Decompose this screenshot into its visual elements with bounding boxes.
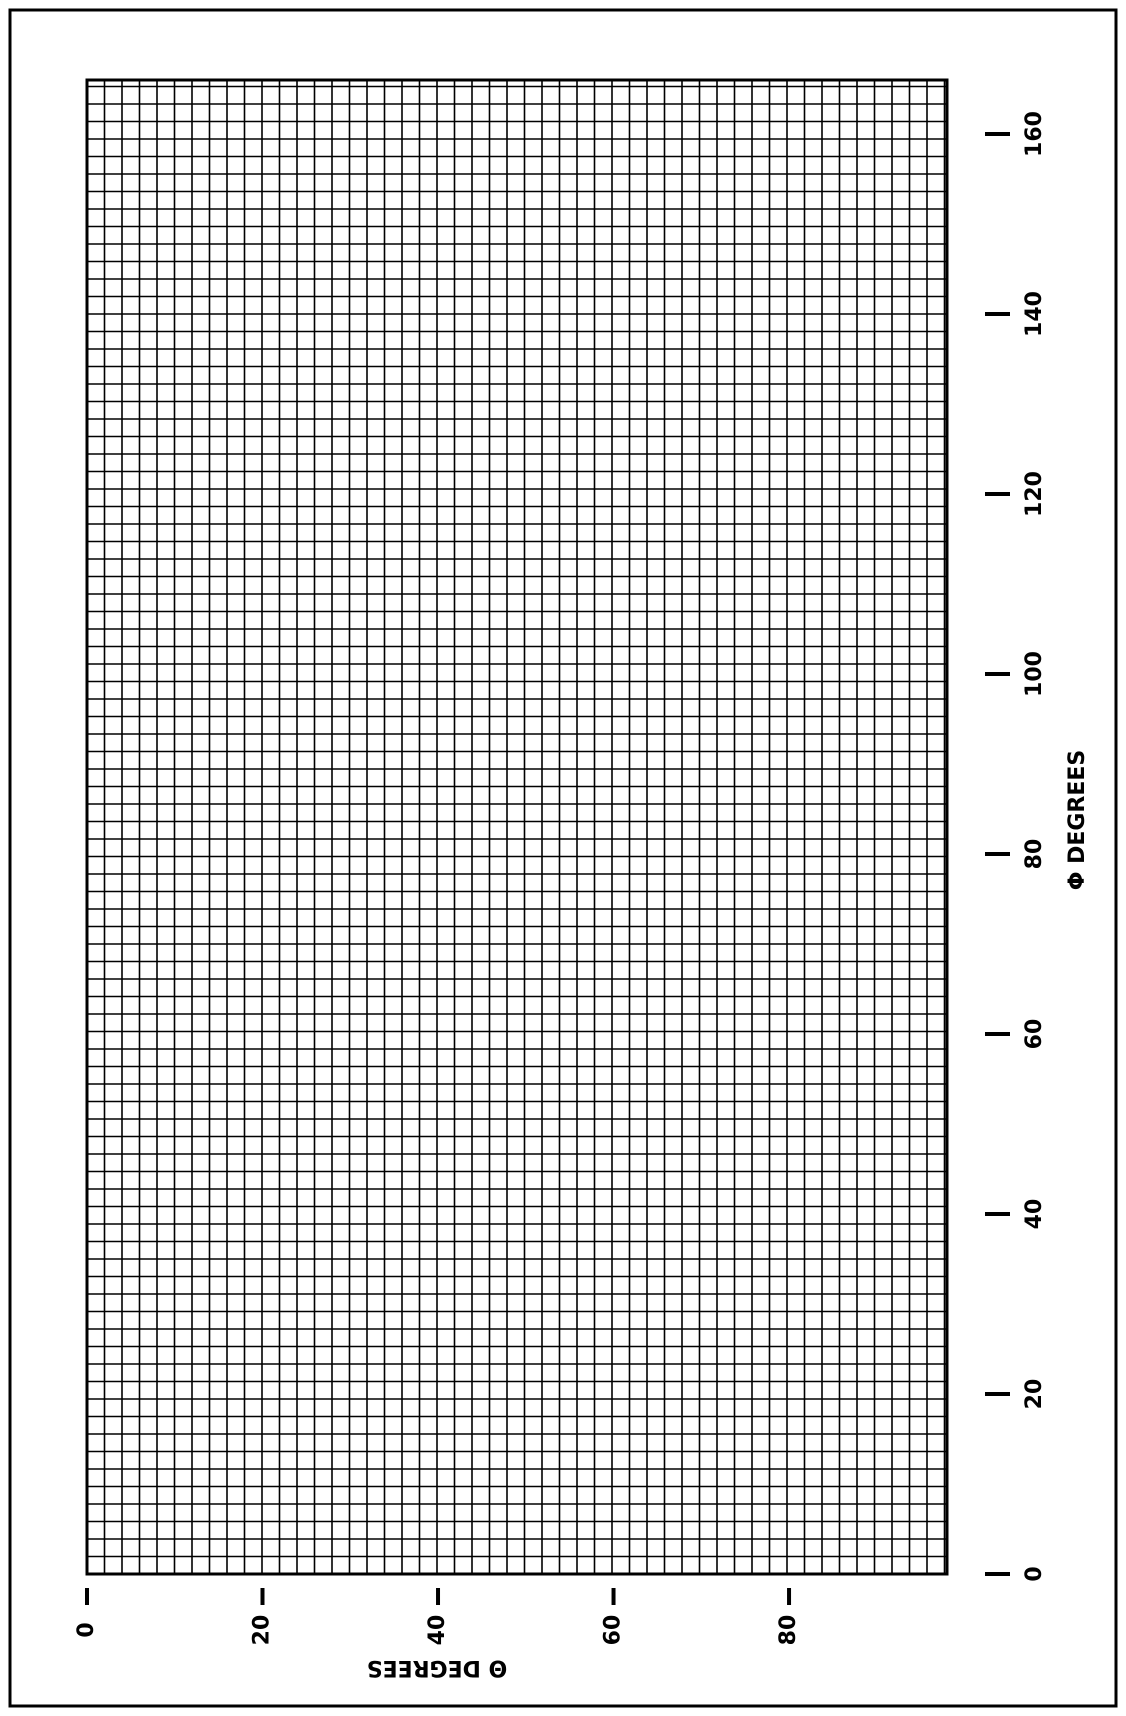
x-tick-label: 60 — [601, 1615, 626, 1646]
x-tick-label: 20 — [250, 1615, 275, 1646]
y-tick-label: 140 — [1022, 291, 1047, 337]
y-tick-label: 80 — [1022, 839, 1047, 870]
plot-border — [87, 80, 947, 1574]
y-tick-label: 40 — [1022, 1199, 1047, 1230]
chart: Φ DEGREES Θ DEGREES 0 20 40 60 80 100 120 140 16… — [0, 0, 1126, 1716]
y-tick-label: 160 — [1022, 111, 1047, 157]
x-tick-label: 0 — [74, 1622, 99, 1637]
grid-cells — [87, 80, 947, 1574]
y-tick-label: 20 — [1022, 1379, 1047, 1410]
x-tick-label: 80 — [776, 1615, 801, 1646]
y-tick-label: 0 — [1022, 1566, 1047, 1581]
y-tick-label: 120 — [1022, 471, 1047, 517]
y-tick-label: 100 — [1022, 651, 1047, 697]
y-axis-label: Φ DEGREES — [1065, 750, 1090, 891]
x-axis-label: Θ DEGREES — [367, 1655, 508, 1680]
y-tick-label: 60 — [1022, 1019, 1047, 1050]
x-tick-label: 40 — [425, 1615, 450, 1646]
